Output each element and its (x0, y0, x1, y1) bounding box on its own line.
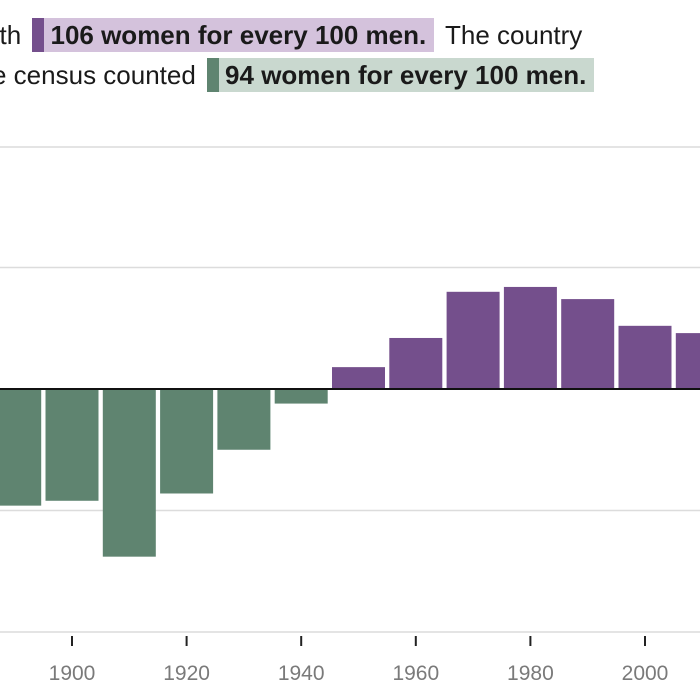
bar-2010 (675, 333, 700, 389)
bars (0, 286, 700, 557)
x-axis-ticks: 1900 1920 1940 1960 1980 2000 (49, 636, 669, 685)
bar-1960 (389, 337, 443, 389)
tick-label-1920: 1920 (163, 662, 210, 685)
annotation-line-2: e census counted 94 women for every 100 … (0, 58, 598, 92)
tick-label-1980: 1980 (507, 662, 554, 685)
annotation-line-1: with 106 women for every 100 men. The co… (0, 18, 582, 52)
annotation-suffix-1: The country (445, 20, 583, 50)
grid-lines (0, 146, 700, 633)
tick-label-1960: 1960 (392, 662, 439, 685)
annotation-prefix-1: with (0, 20, 22, 50)
men-highlight: 94 women for every 100 men. (207, 58, 595, 92)
bar-1930 (217, 389, 271, 450)
bar-1890 (0, 389, 42, 506)
tick-label-1940: 1940 (278, 662, 325, 685)
women-highlight: 106 women for every 100 men. (32, 18, 435, 52)
tick-label-1900: 1900 (49, 662, 96, 685)
bar-1920 (160, 389, 214, 494)
bar-1950 (332, 367, 385, 389)
bar-1940 (274, 389, 328, 404)
tick-label-2000: 2000 (622, 662, 669, 685)
bar-1970 (446, 291, 500, 389)
bar-1910 (102, 389, 156, 557)
bar-1980 (503, 286, 557, 389)
annotation-prefix-2: e census counted (0, 60, 196, 90)
bar-1900 (45, 389, 99, 501)
bar-1990 (561, 299, 615, 389)
bar-2000 (618, 325, 672, 389)
